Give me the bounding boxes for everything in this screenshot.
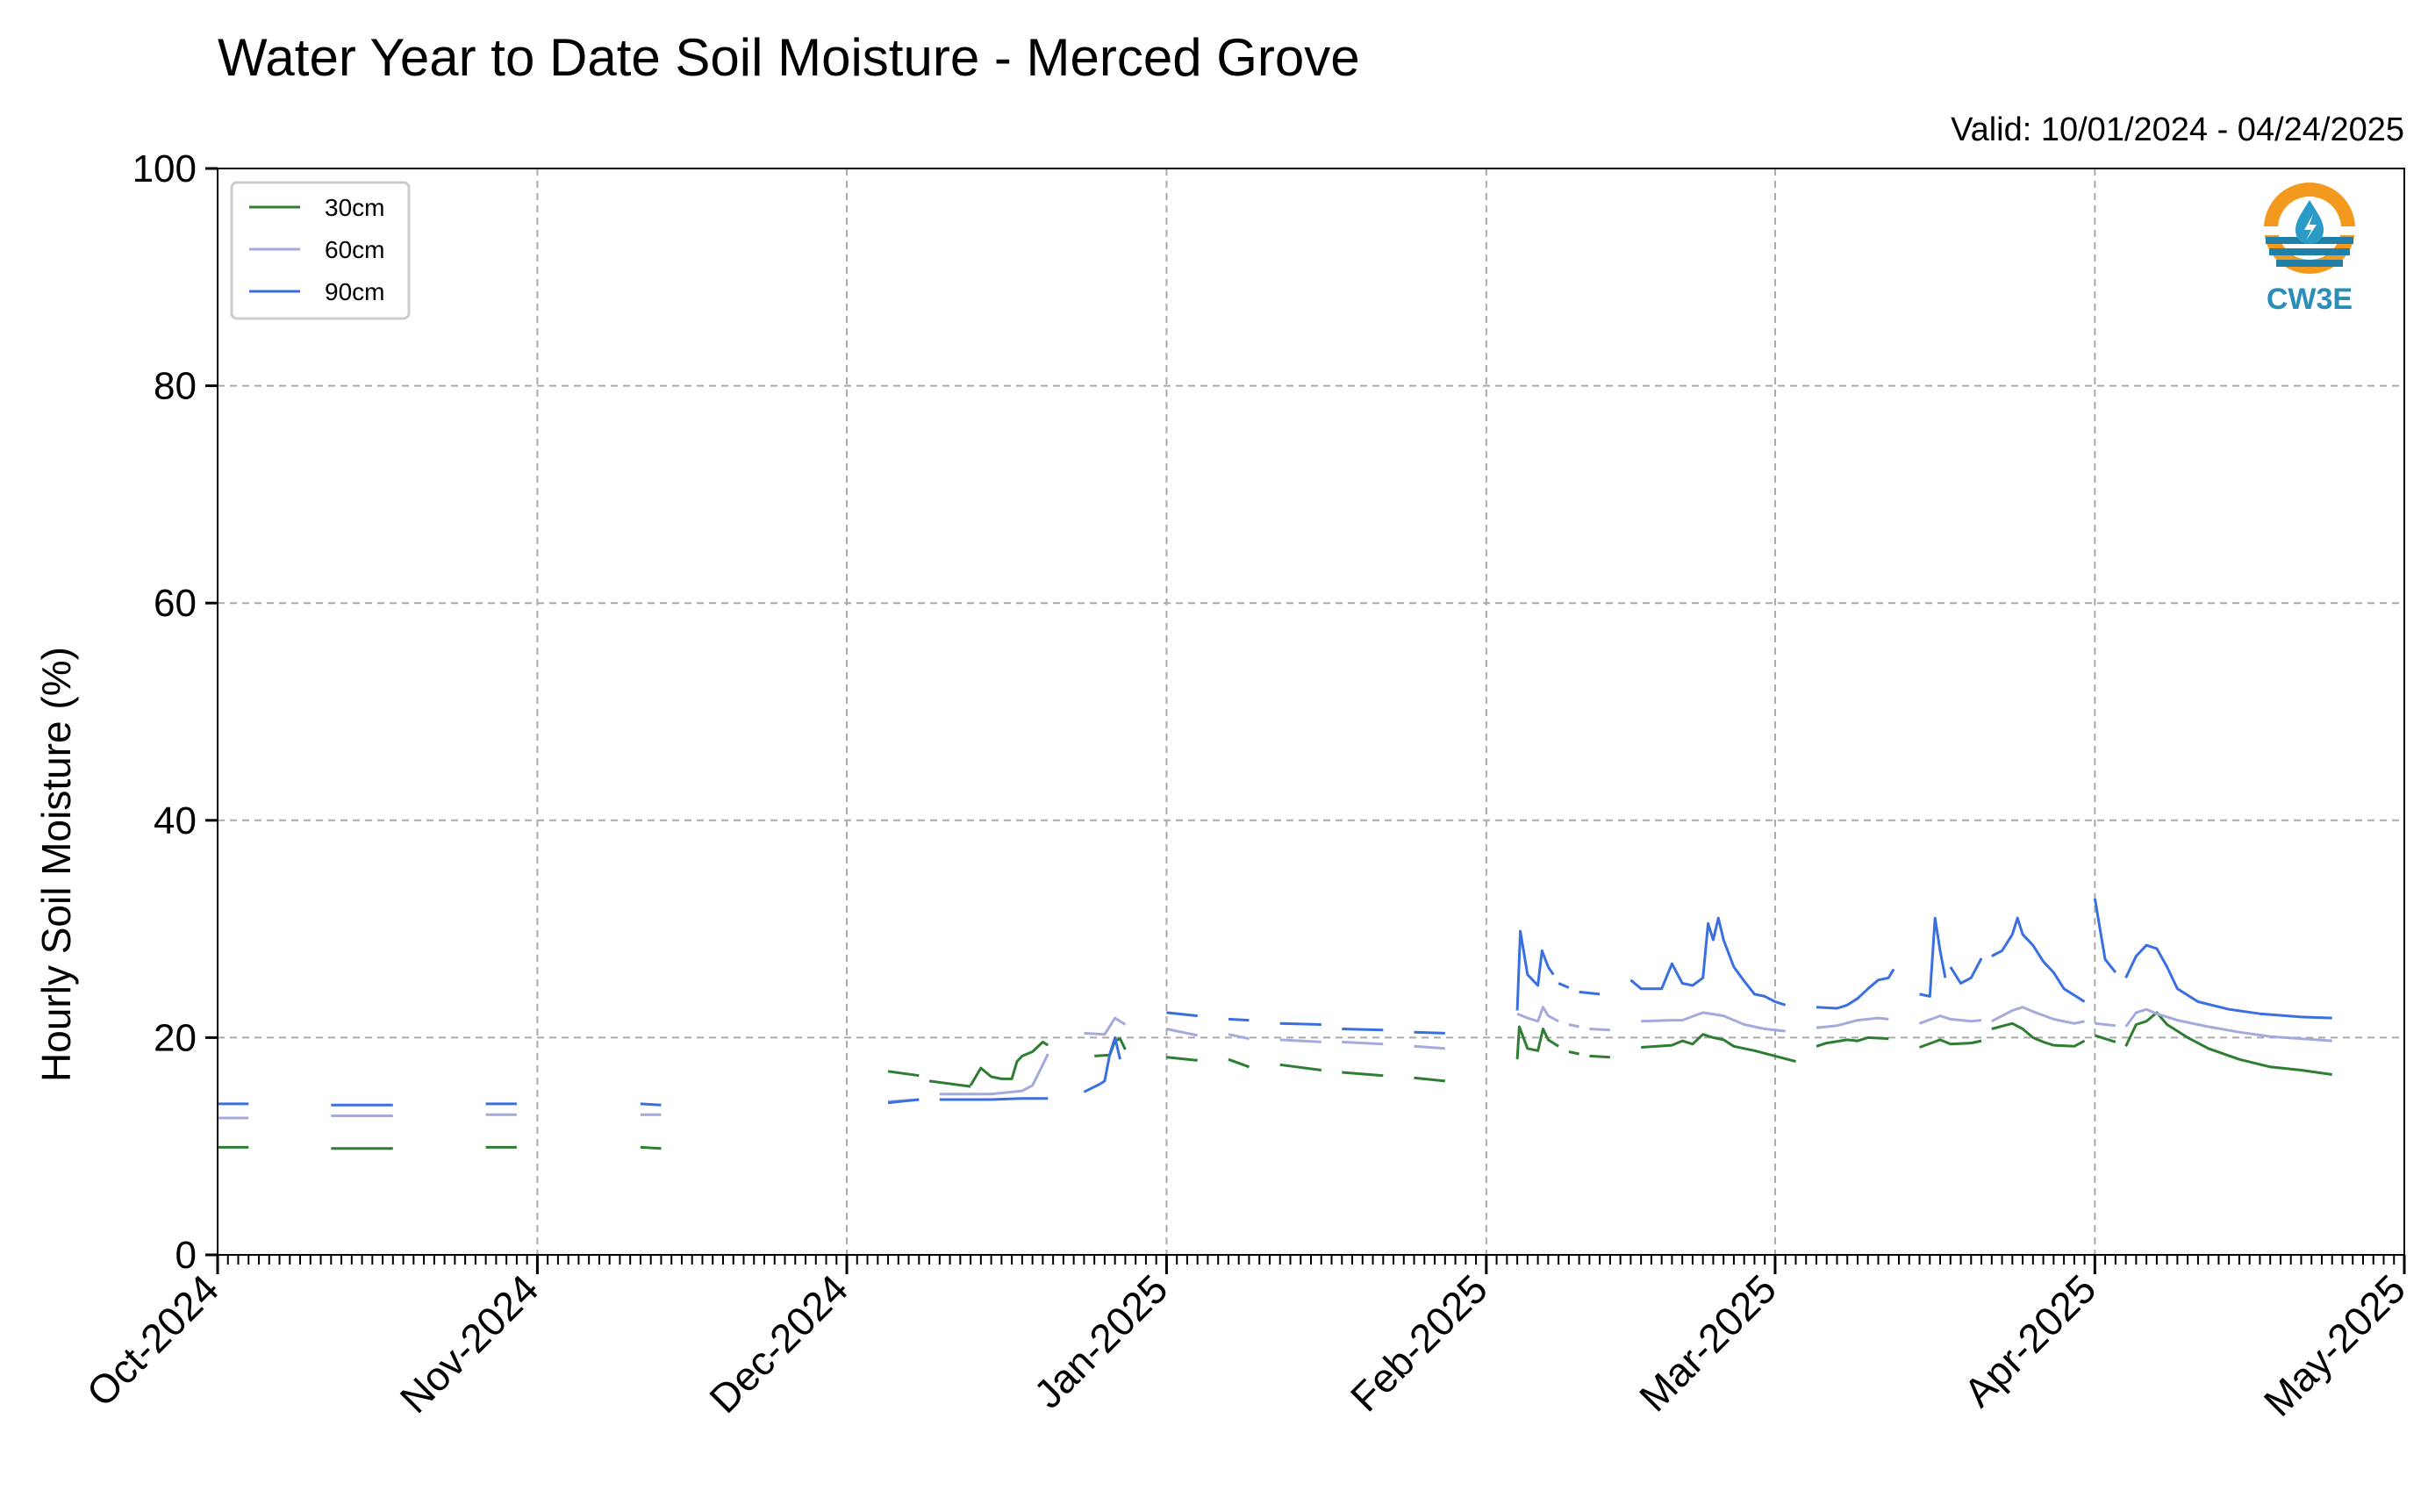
series-30cm: [218, 1011, 2332, 1150]
series-line-90cm: [1166, 1011, 1198, 1018]
series-line-60cm: [1641, 1011, 1786, 1033]
series-line-60cm: [2124, 1007, 2332, 1043]
series-line-90cm: [1342, 1028, 1384, 1032]
series-line-90cm: [939, 1097, 1049, 1101]
series-layer: [218, 898, 2332, 1150]
series-line-60cm: [2095, 1021, 2116, 1028]
series-line-30cm: [1816, 1035, 1889, 1048]
y-tick-label: 20: [154, 1016, 197, 1059]
series-line-30cm: [1279, 1063, 1321, 1071]
series-line-30cm: [1342, 1071, 1384, 1078]
series-line-60cm: [1342, 1040, 1384, 1046]
series-line-60cm: [1414, 1044, 1445, 1050]
x-tick-label: Dec-2024: [700, 1265, 856, 1422]
series-line-90cm: [1558, 982, 1570, 989]
x-tick-label: Mar-2025: [1630, 1265, 1785, 1420]
y-axis-label: Hourly Soil Moisture (%): [33, 647, 79, 1082]
y-tick-label: 40: [154, 799, 197, 842]
series-line-30cm: [1166, 1056, 1198, 1062]
axes: [205, 167, 2406, 1274]
series-line-30cm: [1568, 1050, 1579, 1056]
series-line-90cm: [1083, 1035, 1121, 1093]
legend-label-90cm: 90cm: [325, 278, 384, 305]
series-line-30cm: [928, 1079, 971, 1088]
x-tick-label: May-2025: [2255, 1265, 2414, 1424]
cw3e-logo-icon: [2262, 183, 2357, 274]
series-line-90cm: [1579, 990, 1601, 996]
series-line-90cm: [1629, 916, 1787, 1007]
series-line-60cm: [1816, 1016, 1889, 1029]
series-line-90cm: [2093, 898, 2117, 974]
series-line-30cm: [1515, 1025, 1559, 1060]
series-line-90cm: [1919, 916, 1947, 998]
legend-label-30cm: 30cm: [325, 194, 384, 221]
logo-text: CW3E: [2267, 283, 2353, 316]
series-line-60cm: [1568, 1023, 1579, 1028]
series-line-90cm: [1816, 968, 1895, 1010]
series-line-90cm: [887, 1098, 920, 1105]
y-tick-label: 80: [154, 365, 197, 408]
series-line-90cm: [1949, 957, 1983, 985]
x-tick-label: Nov-2024: [391, 1265, 548, 1422]
series-line-60cm: [1084, 1016, 1127, 1036]
y-tick-label: 100: [133, 147, 197, 190]
y-tick-label: 0: [175, 1234, 197, 1277]
series-90cm: [218, 898, 2332, 1107]
legend-box: [230, 181, 411, 320]
x-tick-label: Apr-2025: [1955, 1265, 2105, 1415]
series-line-60cm: [939, 1053, 1049, 1096]
legend: 30cm 60cm 90cm: [230, 181, 411, 320]
series-line-60cm: [1589, 1028, 1610, 1032]
x-tick-label: Oct-2024: [78, 1265, 228, 1415]
series-line-60cm: [1516, 1006, 1559, 1023]
series-line-90cm: [1228, 1017, 1250, 1022]
series-line-30cm: [1918, 1038, 1982, 1049]
series-line-90cm: [1515, 929, 1555, 1011]
series-line-30cm: [1641, 1033, 1796, 1064]
series-line-90cm: [640, 1102, 662, 1107]
series-line-60cm: [1991, 1006, 2085, 1025]
series-line-30cm: [887, 1070, 920, 1078]
x-tick-label: Jan-2025: [1025, 1265, 1176, 1416]
series-line-90cm: [2124, 943, 2332, 1020]
cw3e-logo: CW3E: [2262, 183, 2357, 316]
series-line-60cm: [1279, 1038, 1321, 1043]
chart-subtitle: Valid: 10/01/2024 - 04/24/2025: [1951, 111, 2404, 148]
series-line-90cm: [1414, 1030, 1445, 1035]
series-line-30cm: [969, 1040, 1049, 1086]
series-line-30cm: [1589, 1054, 1610, 1059]
y-tick-labels: 0 20 40 60 80 100: [133, 147, 197, 1277]
chart-title: Water Year to Date Soil Moisture - Merce…: [218, 28, 1360, 87]
series-line-90cm: [1991, 916, 2086, 1003]
series-line-90cm: [1279, 1021, 1321, 1026]
series-line-30cm: [1414, 1076, 1445, 1083]
series-line-30cm: [640, 1145, 662, 1150]
series-line-30cm: [1228, 1057, 1250, 1069]
series-line-60cm: [1166, 1028, 1199, 1037]
x-tick-label: Feb-2025: [1342, 1265, 1496, 1420]
series-line-30cm: [2094, 1034, 2116, 1043]
legend-label-60cm: 60cm: [325, 236, 384, 263]
series-line-60cm: [1228, 1033, 1250, 1041]
x-tick-labels: Oct-2024 Nov-2024 Dec-2024 Jan-2025 Feb-2025…: [78, 1265, 2415, 1424]
series-line-60cm: [1918, 1014, 1982, 1025]
y-tick-label: 60: [154, 582, 197, 625]
series-line-30cm: [1991, 1021, 2086, 1048]
grid-lines: [218, 168, 2404, 1255]
series-line-30cm: [2124, 1011, 2332, 1076]
plot-frame: [217, 168, 2405, 1256]
